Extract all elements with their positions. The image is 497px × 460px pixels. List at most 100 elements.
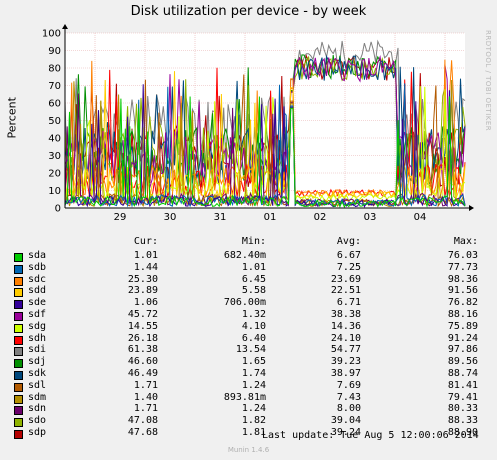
legend-swatch bbox=[14, 359, 23, 369]
munin-version: Munin 1.4.6 bbox=[227, 446, 270, 454]
series-line-sde bbox=[64, 84, 466, 208]
x-tick-label: 29 bbox=[114, 212, 127, 223]
col-min: Min: bbox=[241, 236, 266, 247]
x-tick-label: 31 bbox=[214, 212, 227, 223]
x-tick-label: 04 bbox=[414, 212, 427, 223]
legend-max-value: 76.03 bbox=[447, 250, 478, 261]
legend-series-name: sdf bbox=[28, 309, 47, 320]
col-avg: Avg: bbox=[336, 236, 361, 247]
legend-cur-value: 1.06 bbox=[133, 297, 158, 309]
y-tick-label: 100 bbox=[42, 29, 61, 40]
legend-avg-value: 14.36 bbox=[330, 320, 361, 332]
legend-swatch bbox=[14, 323, 23, 333]
legend-row-sdo: sdo 47.08 1.82 39.04 88.33 bbox=[0, 415, 497, 429]
legend-min-value: 1.82 bbox=[241, 415, 266, 427]
legend-max-value: 91.56 bbox=[447, 285, 478, 297]
legend-row-sdb: sdb 1.44 1.01 7.25 77.73 bbox=[0, 262, 497, 276]
legend-avg-value: 22.51 bbox=[330, 285, 361, 297]
y-tick-label: 20 bbox=[48, 169, 61, 180]
legend-row-sdj: sdj 46.60 1.65 39.23 89.56 bbox=[0, 356, 497, 370]
legend-min-value: 4.10 bbox=[241, 320, 266, 332]
legend-swatch bbox=[14, 382, 23, 392]
legend-swatch bbox=[14, 335, 23, 345]
legend-swatch bbox=[14, 406, 23, 416]
legend-avg-value: 8.00 bbox=[336, 403, 361, 415]
legend-max-value: 97.86 bbox=[447, 344, 478, 356]
chart-title: Disk utilization per device - by week bbox=[130, 4, 367, 19]
legend-cur-value: 1.71 bbox=[133, 403, 158, 415]
legend-avg-value: 7.25 bbox=[336, 261, 361, 273]
legend-series-name: sdo bbox=[28, 415, 47, 427]
legend-swatch bbox=[14, 312, 23, 321]
x-tick-label: 01 bbox=[264, 212, 277, 223]
legend-avg-value: 39.23 bbox=[330, 356, 361, 368]
legend-row-sdc: sdc 25.30 6.45 23.69 98.36 bbox=[0, 274, 497, 288]
legend-cur-value: 46.49 bbox=[127, 368, 158, 379]
legend-swatch bbox=[14, 394, 23, 404]
legend-row-sda: sda 1.01 682.40m 6.67 76.03 bbox=[0, 250, 497, 264]
legend-swatch bbox=[14, 276, 23, 286]
legend-cur-value: 45.72 bbox=[127, 309, 158, 320]
y-tick-label: 80 bbox=[48, 64, 61, 75]
x-axis-arrow bbox=[469, 205, 474, 211]
legend-avg-value: 54.77 bbox=[330, 344, 361, 356]
legend-swatch bbox=[14, 264, 23, 274]
legend-avg-value: 6.71 bbox=[336, 297, 361, 309]
legend-series-name: sdj bbox=[28, 356, 47, 368]
legend-max-value: 80.33 bbox=[447, 403, 478, 415]
legend-cur-value: 61.38 bbox=[127, 344, 158, 356]
series-line-sda bbox=[64, 96, 466, 209]
legend-swatch bbox=[14, 300, 23, 310]
legend-max-value: 89.56 bbox=[447, 356, 478, 368]
legend-min-value: 1.24 bbox=[241, 379, 266, 391]
legend-cur-value: 1.44 bbox=[133, 261, 158, 273]
legend-cur-value: 1.01 bbox=[133, 250, 158, 261]
legend-max-value: 77.73 bbox=[447, 261, 478, 273]
legend-series-name: sdp bbox=[28, 427, 47, 438]
legend-avg-value: 39.24 bbox=[330, 427, 361, 438]
legend-avg-value: 23.69 bbox=[330, 273, 361, 285]
legend-swatch bbox=[14, 418, 23, 428]
legend-min-value: 1.32 bbox=[241, 309, 266, 320]
legend-row-sdg: sdg 14.55 4.10 14.36 75.89 bbox=[0, 321, 497, 335]
y-axis-arrow bbox=[62, 24, 68, 29]
legend-cur-value: 46.60 bbox=[127, 356, 158, 368]
col-cur: Cur: bbox=[133, 236, 158, 247]
legend-cur-value: 26.18 bbox=[127, 332, 158, 344]
legend-min-value: 13.54 bbox=[235, 344, 266, 356]
legend-series-name: sdi bbox=[28, 344, 47, 356]
y-tick-label: 10 bbox=[48, 186, 61, 197]
legend-series-name: sdg bbox=[28, 320, 47, 332]
legend-swatch bbox=[14, 430, 23, 439]
legend-series-name: sdm bbox=[28, 391, 47, 403]
legend-min-value: 6.40 bbox=[241, 332, 266, 344]
legend-avg-value: 39.04 bbox=[330, 415, 361, 427]
legend-row-sdf: sdf 45.72 1.32 38.38 88.16 bbox=[0, 309, 497, 323]
legend-row-sdn: sdn 1.71 1.24 8.00 80.33 bbox=[0, 403, 497, 417]
legend-series-name: sdb bbox=[28, 261, 47, 273]
legend-series-name: sdh bbox=[28, 332, 47, 344]
legend-series-name: sda bbox=[28, 250, 47, 261]
legend-series-name: sdl bbox=[28, 379, 47, 391]
legend-series-name: sde bbox=[28, 297, 47, 309]
legend-max-value: 76.82 bbox=[447, 297, 478, 309]
x-tick-label: 30 bbox=[164, 212, 177, 223]
legend-series-name: sdk bbox=[28, 368, 47, 379]
last-update: Last update: Tue Aug 5 12:00:06 2014 bbox=[262, 430, 479, 441]
legend-series-name: sdn bbox=[28, 403, 47, 415]
y-tick-label: 40 bbox=[48, 134, 61, 145]
legend-row-sdl: sdl 1.71 1.24 7.69 81.41 bbox=[0, 380, 497, 394]
legend-cur-value: 47.68 bbox=[127, 427, 158, 438]
legend-cur-value: 1.71 bbox=[133, 379, 158, 391]
legend-avg-value: 24.10 bbox=[330, 332, 361, 344]
legend-swatch bbox=[14, 371, 23, 380]
legend-cur-value: 14.55 bbox=[127, 320, 158, 332]
legend-max-value: 91.24 bbox=[447, 332, 478, 344]
legend-min-value: 1.74 bbox=[241, 368, 266, 379]
legend-swatch bbox=[14, 253, 23, 262]
legend-max-value: 81.41 bbox=[447, 379, 478, 391]
legend-avg-value: 6.67 bbox=[336, 250, 361, 261]
y-tick-label: 90 bbox=[48, 46, 61, 57]
legend-row-sdi: sdi 61.38 13.54 54.77 97.86 bbox=[0, 344, 497, 358]
legend-series-name: sdc bbox=[28, 273, 47, 285]
